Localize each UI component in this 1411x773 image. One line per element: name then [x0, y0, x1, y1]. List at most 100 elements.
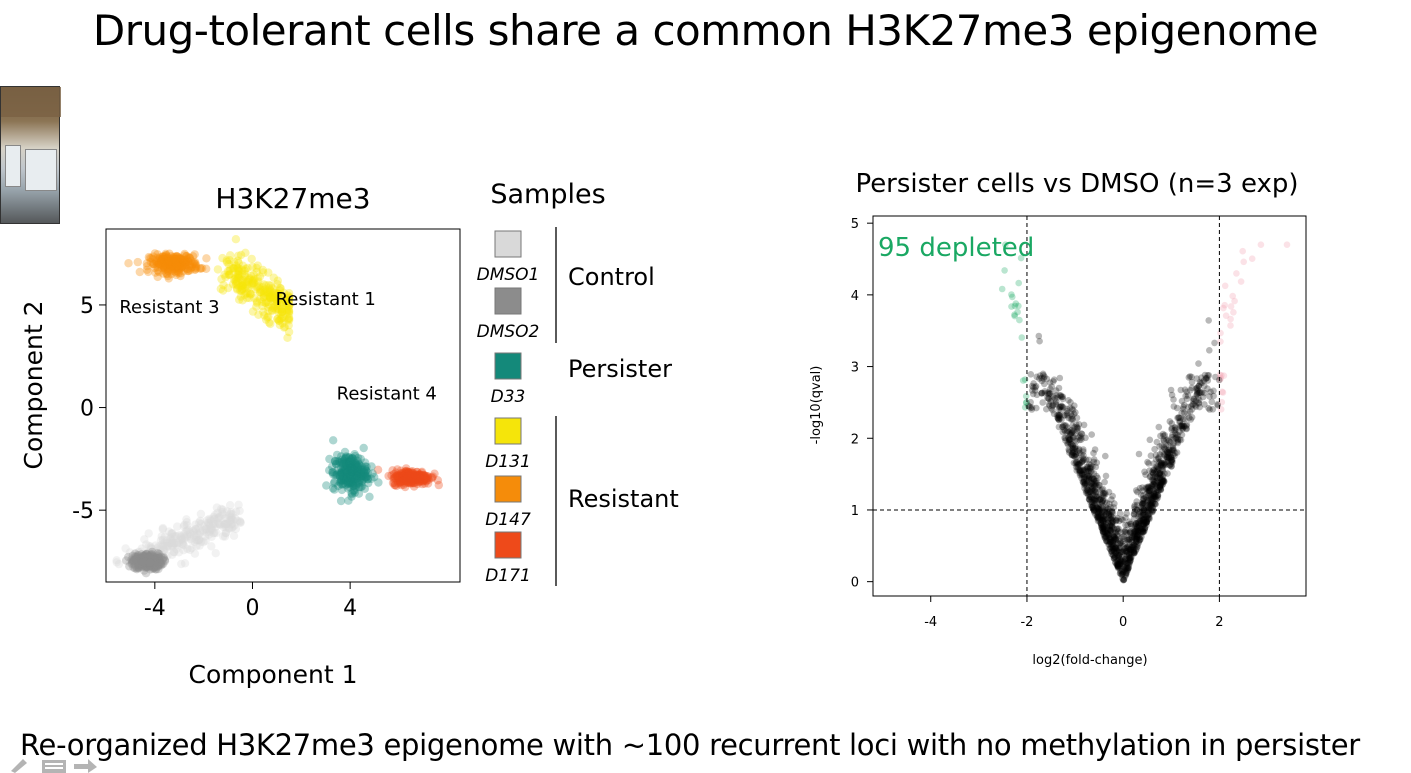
volcano-point	[1100, 522, 1108, 530]
volcano-point	[1148, 468, 1156, 476]
pen-icon[interactable]	[11, 759, 27, 773]
pca-point-dmso2	[143, 558, 153, 567]
pca-point-d147	[146, 257, 155, 267]
volcano-point	[1110, 552, 1117, 559]
volcano-point	[1116, 559, 1123, 566]
volcano-point	[1117, 548, 1125, 556]
pca-point-dmso2	[144, 558, 153, 567]
pca-point-d147	[163, 255, 172, 265]
volcano-point	[1056, 415, 1064, 422]
pca-point-d131	[244, 281, 254, 290]
pca-point-d131	[268, 293, 277, 302]
volcano-point	[1071, 445, 1079, 452]
volcano-point	[1160, 478, 1168, 485]
pca-point-d171	[395, 472, 405, 481]
pca-point-d171	[394, 473, 403, 483]
volcano-point	[1124, 521, 1131, 529]
pca-point-d147	[170, 264, 180, 273]
volcano-point	[1150, 493, 1158, 500]
pca-point-dmso2	[147, 559, 156, 568]
volcano-point	[1100, 492, 1108, 499]
pca-cluster-label: Resistant 3	[119, 297, 219, 318]
volcano-point	[1170, 447, 1177, 455]
volcano-point	[1161, 445, 1168, 453]
volcano-point	[1076, 469, 1083, 477]
pca-point-d33	[337, 485, 347, 495]
volcano-point	[1218, 388, 1226, 396]
pca-point-dmso1	[157, 540, 166, 549]
pca-point-d171	[396, 479, 405, 488]
volcano-point	[1158, 462, 1166, 470]
volcano-point	[1218, 398, 1226, 406]
pca-point-d131	[260, 285, 270, 294]
webcam-video-thumbnail[interactable]	[0, 86, 61, 224]
volcano-point	[1142, 520, 1149, 527]
volcano-point	[1081, 484, 1088, 492]
pca-point-dmso2	[146, 565, 155, 574]
pca-point-dmso1	[227, 523, 236, 533]
pca-point-d33	[339, 468, 348, 477]
pca-point-d171	[407, 470, 416, 480]
volcano-point	[1166, 455, 1173, 463]
volcano-point	[1197, 389, 1205, 397]
pca-point-d147	[162, 255, 171, 265]
volcano-point	[1133, 545, 1140, 553]
volcano-point	[1087, 461, 1095, 469]
volcano-point	[1154, 467, 1161, 474]
volcano-point	[1150, 483, 1157, 490]
volcano-point	[1159, 478, 1167, 485]
pca-point-dmso2	[145, 554, 154, 563]
pca-point-dmso1	[228, 510, 237, 519]
volcano-point	[1055, 416, 1062, 423]
volcano-point	[1104, 505, 1112, 513]
volcano-point	[1131, 502, 1138, 509]
pca-point-d33	[346, 469, 356, 479]
arrow-right-icon[interactable]	[74, 759, 97, 773]
volcano-point	[1150, 489, 1158, 497]
pca-point-d171	[395, 473, 405, 483]
volcano-point	[1156, 459, 1164, 467]
volcano-point	[1109, 522, 1116, 529]
volcano-point	[1095, 517, 1103, 524]
pca-point-d33	[345, 472, 354, 482]
pca-point-d147	[196, 264, 205, 273]
pca-point-dmso1	[235, 517, 245, 526]
volcano-point	[1138, 525, 1146, 532]
pca-point-d33	[354, 453, 363, 463]
pca-point-d33	[342, 473, 351, 482]
volcano-point	[1086, 465, 1094, 473]
pca-point-d131	[274, 305, 283, 314]
pca-point-dmso1	[156, 547, 166, 556]
pca-point-d33	[330, 477, 339, 486]
volcano-annotation-depleted: 95 depleted	[878, 233, 1034, 263]
pca-point-dmso2	[146, 560, 155, 569]
volcano-point	[1093, 493, 1100, 501]
volcano-point	[1023, 399, 1030, 406]
volcano-point	[1127, 544, 1134, 552]
pca-point-dmso2	[134, 559, 144, 568]
pca-point-dmso1	[215, 520, 224, 529]
pca-point-d33	[335, 477, 345, 487]
pca-point-d171	[401, 472, 410, 481]
pca-point-d147	[174, 269, 183, 278]
pca-point-d131	[272, 296, 281, 305]
pca-point-d33	[348, 463, 357, 473]
slides-icon[interactable]	[42, 760, 66, 773]
pca-point-dmso1	[231, 524, 241, 534]
pca-point-d147	[164, 254, 173, 263]
volcano-point	[1080, 446, 1087, 453]
volcano-point	[1086, 464, 1094, 471]
volcano-point	[1133, 543, 1141, 551]
pca-point-d171	[418, 479, 427, 489]
volcano-point	[1095, 513, 1103, 521]
pca-point-dmso1	[162, 536, 172, 545]
pca-point-d33	[343, 484, 353, 493]
volcano-point	[1157, 471, 1164, 479]
volcano-point	[1091, 496, 1098, 504]
pca-point-d171	[423, 473, 433, 483]
pca-point-d147	[171, 255, 180, 264]
pca-point-d171	[403, 474, 412, 484]
pca-point-d33	[354, 479, 363, 488]
pca-point-d147	[184, 266, 193, 276]
pca-point-dmso1	[180, 520, 189, 530]
